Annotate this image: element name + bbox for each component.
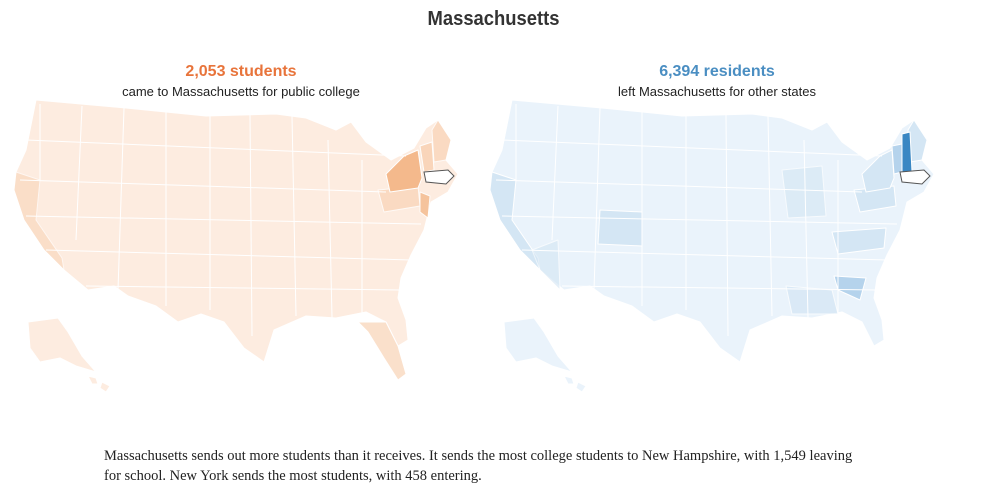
state-borders xyxy=(495,104,898,337)
outgoing-panel: 6,394 residents left Massachusetts for o… xyxy=(482,60,952,400)
state-colorado xyxy=(597,209,643,247)
state-michigan-ohio xyxy=(781,165,827,219)
state-maine xyxy=(431,119,452,163)
state-maine xyxy=(907,119,928,163)
state-south-carolina xyxy=(833,275,867,301)
state-california xyxy=(13,171,65,271)
page-title: Massachusetts xyxy=(427,8,560,30)
state-vermont-nh xyxy=(419,141,435,173)
state-arizona xyxy=(531,239,561,291)
state-new-hampshire xyxy=(901,131,913,173)
incoming-headline: 2,053 students xyxy=(185,63,297,80)
state-alaska xyxy=(503,317,573,373)
state-massachusetts xyxy=(899,169,931,185)
outgoing-subtitle: left Massachusetts for other states xyxy=(618,84,816,99)
summary-caption: Massachusetts sends out more students th… xyxy=(104,448,853,484)
state-alabama-georgia xyxy=(785,285,839,315)
state-hawaii xyxy=(563,375,587,393)
incoming-subtitle: came to Massachusetts for public college xyxy=(122,84,360,99)
state-new-jersey xyxy=(419,191,431,219)
state-massachusetts xyxy=(423,169,455,185)
incoming-map xyxy=(13,100,459,393)
state-virginia xyxy=(831,227,887,255)
state-hawaii xyxy=(87,375,111,393)
incoming-panel: 2,053 students came to Massachusetts for… xyxy=(6,60,476,400)
outgoing-map xyxy=(489,100,935,393)
state-borders xyxy=(19,104,422,337)
state-florida xyxy=(357,321,407,381)
us-mainland-shape xyxy=(13,100,459,363)
outgoing-headline: 6,394 residents xyxy=(659,63,775,80)
state-alaska xyxy=(27,317,97,373)
